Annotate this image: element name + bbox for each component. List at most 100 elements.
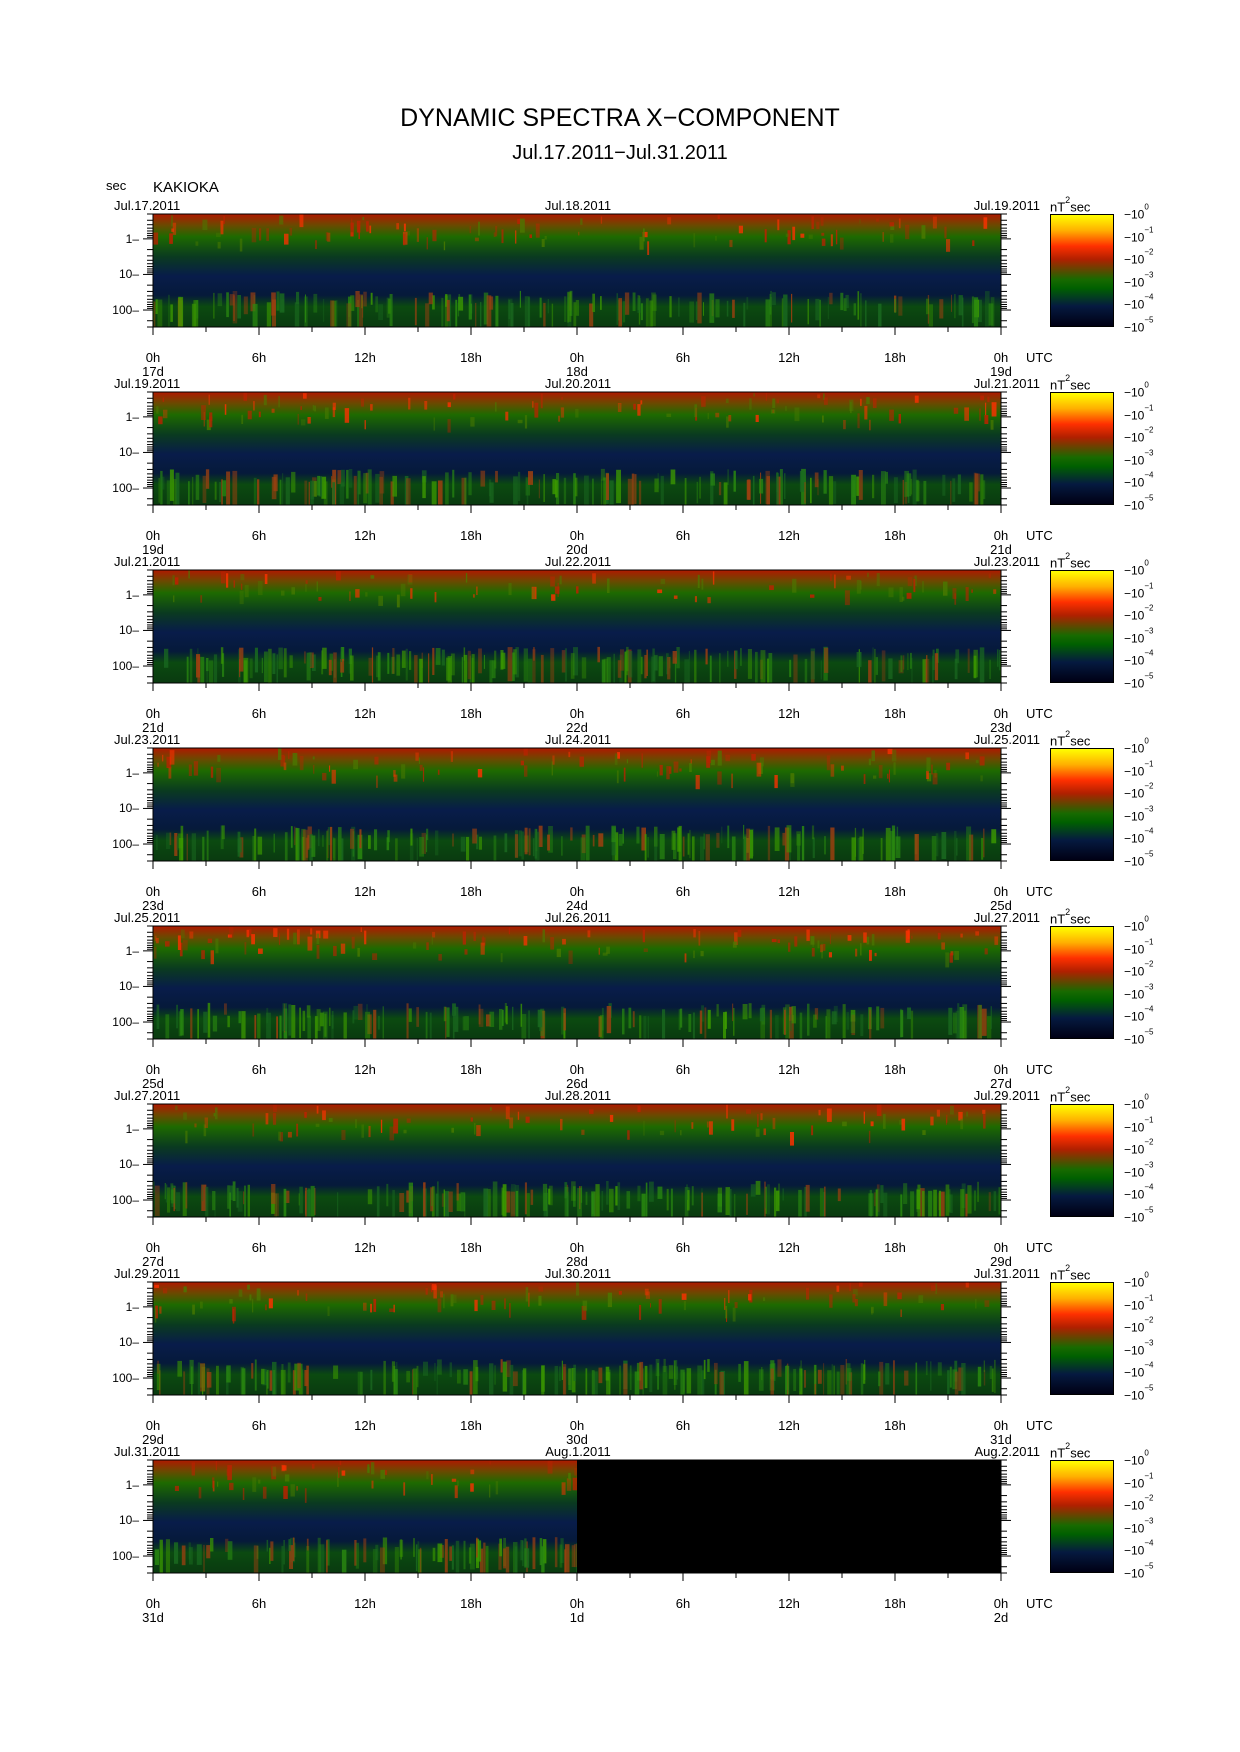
colorbar-tick-exp: −1 [1144,581,1154,591]
spectrogram-texture [281,1546,284,1573]
spectrogram-texture [188,764,192,776]
spectrogram-texture [771,409,776,414]
spectrogram-texture [291,471,296,493]
spectrogram-texture [326,830,329,861]
spectrogram-texture [857,291,860,320]
spectrogram-texture [525,1116,530,1123]
spectrogram-texture [874,1192,876,1207]
spectrogram-texture [233,580,235,588]
colorbar-tick-base: −10 [1124,741,1145,756]
spectrogram-texture [478,1008,484,1027]
spectrogram-texture [807,1003,810,1036]
spectrogram-texture [674,1120,676,1133]
colorbar-tick-label: −100 [1124,203,1149,222]
colorbar-tick-label: −10−4 [1124,1361,1153,1380]
spectrogram-texture [370,1369,373,1391]
spectrogram-texture [470,1469,475,1475]
spectrogram-texture [836,1371,840,1395]
spectrogram-texture [333,1365,339,1379]
spectrogram-texture [977,1181,979,1202]
spectrogram-texture [203,1011,208,1033]
spectrogram-texture [351,936,355,949]
colorbar-tick-base: −10 [1124,275,1145,290]
spectrogram-svg [153,1460,1001,1573]
spectrogram-texture [615,1186,618,1206]
spectrogram-texture [775,1015,779,1039]
spectrogram-texture [707,412,709,420]
panel-date-left: Jul.17.2011 [114,198,181,213]
spectrogram-texture [521,1014,527,1039]
spectrogram-texture [538,479,540,499]
spectrogram-texture [283,762,287,771]
spectrogram-texture [859,836,864,861]
spectrogram-texture [437,1359,442,1375]
spectrogram-texture [352,1010,355,1024]
spectrogram-texture [647,837,649,858]
spectrogram-texture [197,656,201,683]
spectrogram-texture [478,221,480,236]
spectrogram-texture [271,408,275,413]
spectrogram-texture [755,1128,760,1137]
spectrogram-texture [591,1191,596,1217]
spectrogram-texture [158,416,163,425]
spectrogram-texture [949,953,953,963]
spectrogram-texture [830,234,833,247]
spectrogram-texture [475,1366,479,1382]
colorbar-tick-exp: −4 [1144,1182,1154,1192]
spectrogram-texture [900,1309,902,1317]
spectrogram-texture [887,773,889,779]
spectrogram-texture [766,476,770,505]
spectrogram-texture [373,1009,377,1039]
spectrogram-texture [575,477,578,497]
spectrogram-texture [582,1300,588,1311]
spectrogram-texture [727,650,729,667]
spectrogram-texture [272,653,276,674]
spectrogram-texture [804,658,808,683]
spectrogram-texture [258,948,263,954]
spectrogram-texture [770,290,772,307]
spectrogram-texture [417,1541,420,1554]
spectrogram-texture [513,476,518,505]
spectrogram-texture [680,1008,683,1028]
spectrogram-texture [280,1369,286,1395]
spectrogram-texture [926,770,929,780]
spectrogram-texture [369,225,372,234]
spectrogram-texture [965,1193,968,1217]
spectrogram-texture [339,482,344,505]
spectrogram-texture [575,408,579,418]
x-tick-label: 0h [993,706,1009,721]
spectrogram-texture [322,835,324,847]
spectrogram-texture [860,1363,864,1395]
spectrogram-texture [843,420,846,430]
spectrogram-texture [296,1486,298,1491]
spectrogram-texture [185,1182,188,1209]
day-label: 29d [990,1254,1012,1269]
spectrogram-texture [172,222,177,235]
spectrogram-texture [979,408,981,421]
spectrogram-texture [571,1181,576,1201]
spectrogram-texture [153,301,156,327]
spectrogram-texture [542,929,545,943]
colorbar-tick-exp: 0 [1144,1448,1149,1458]
spectrogram-texture [726,416,729,428]
spectrogram-texture [881,650,886,682]
x-tick-label: 0h [569,1596,585,1611]
spectrogram-texture [174,1485,179,1491]
spectrogram-texture [839,237,844,250]
spectrogram-texture [731,836,736,861]
spectrogram-texture [549,1185,553,1206]
spectrogram-texture [412,1368,418,1395]
spectrogram-texture [304,651,306,664]
spectrogram-texture [226,471,231,505]
spectrogram-texture [209,412,213,428]
spectrogram-texture [252,303,258,327]
spectrogram-texture [461,657,463,683]
x-tick-label: 18h [884,350,906,365]
spectrogram-texture [851,837,856,861]
colorbar-tick-label: −10−5 [1124,850,1153,869]
spectrogram-texture [743,1361,749,1395]
spectrogram-texture [501,1009,504,1026]
spectrogram-texture [431,937,433,945]
spectrogram-texture [619,1365,621,1395]
spectrogram-texture [922,1130,926,1135]
